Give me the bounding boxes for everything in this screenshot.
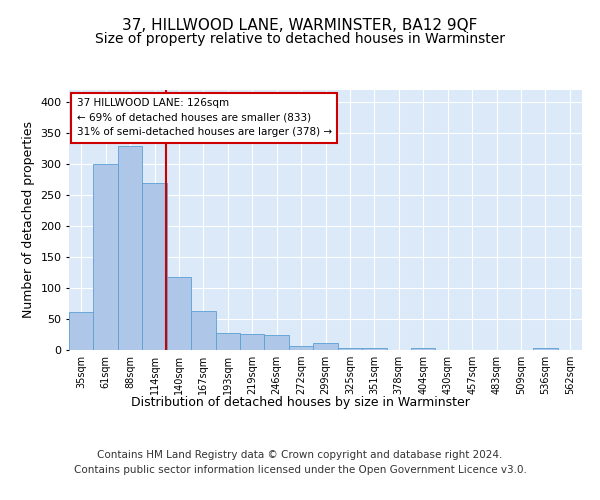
Bar (533, 348, 557, 350)
Text: 37, HILLWOOD LANE, WARMINSTER, BA12 9QF: 37, HILLWOOD LANE, WARMINSTER, BA12 9QF (122, 18, 478, 32)
Bar (313, 342, 338, 350)
Bar (69, 312, 94, 350)
Text: Distribution of detached houses by size in Warminster: Distribution of detached houses by size … (131, 396, 469, 409)
Bar (94, 164, 118, 350)
Bar (167, 277, 191, 350)
Bar (265, 334, 289, 350)
Y-axis label: Number of detached properties: Number of detached properties (22, 122, 35, 318)
Bar (411, 348, 436, 350)
Bar (240, 334, 265, 350)
Bar (289, 346, 313, 350)
Bar (142, 183, 167, 350)
Bar (215, 334, 240, 350)
Bar (191, 311, 215, 350)
Bar (362, 348, 386, 350)
Text: 37 HILLWOOD LANE: 126sqm
← 69% of detached houses are smaller (833)
31% of semi-: 37 HILLWOOD LANE: 126sqm ← 69% of detach… (77, 98, 332, 138)
Text: Contains HM Land Registry data © Crown copyright and database right 2024.
Contai: Contains HM Land Registry data © Crown c… (74, 450, 526, 475)
Bar (338, 348, 362, 350)
Bar (118, 146, 142, 350)
Text: Size of property relative to detached houses in Warminster: Size of property relative to detached ho… (95, 32, 505, 46)
